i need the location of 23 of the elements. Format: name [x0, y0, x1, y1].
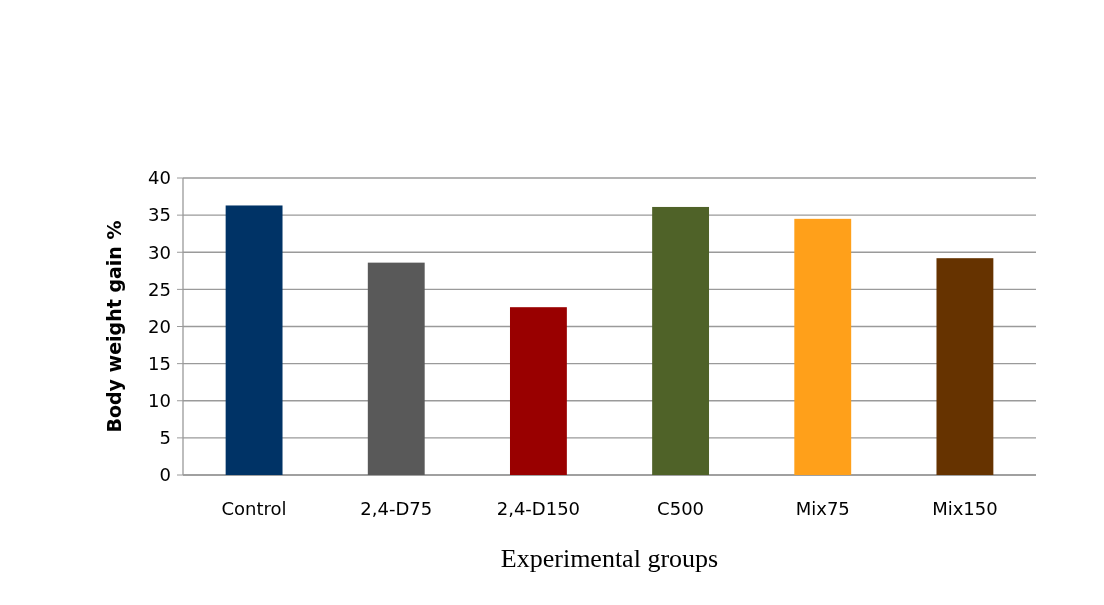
y-tick-label: 15	[148, 352, 171, 374]
y-axis-title: Body weight gain %	[103, 220, 125, 433]
x-tick-label: 2,4-D75	[360, 498, 433, 519]
bar	[652, 206, 710, 475]
y-tick-label: 0	[159, 464, 171, 486]
x-axis-title: Experimental groups	[500, 544, 719, 573]
y-tick-label: 35	[148, 204, 171, 226]
x-tick-label: Mix75	[795, 498, 850, 519]
y-tick-label: 5	[159, 427, 171, 449]
bar	[794, 218, 852, 475]
x-tick-label: Control	[221, 498, 287, 519]
y-tick-label: 40	[148, 167, 171, 189]
y-tick-label: 30	[148, 241, 171, 263]
x-tick-label: Mix150	[932, 498, 998, 519]
y-tick-label: 10	[148, 390, 171, 412]
x-tick-label: C500	[657, 498, 705, 519]
bar	[367, 262, 425, 475]
bar	[225, 205, 283, 475]
bar	[936, 258, 994, 475]
y-tick-label: 20	[148, 315, 171, 337]
y-tick-label: 25	[148, 278, 171, 300]
bar	[509, 307, 567, 475]
x-tick-label: 2,4-D150	[496, 498, 581, 519]
